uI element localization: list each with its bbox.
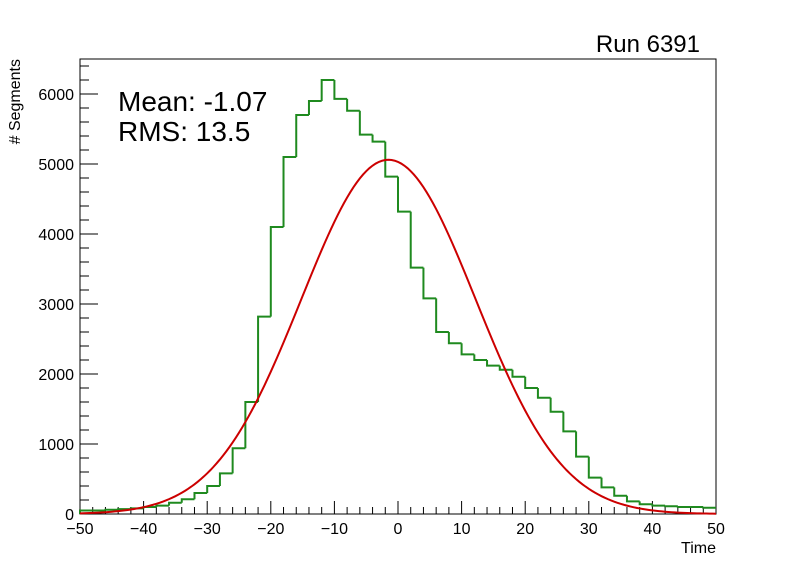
histogram-bin bbox=[168, 501, 182, 506]
histogram-bin bbox=[333, 80, 348, 100]
histogram-bin bbox=[435, 298, 449, 333]
histogram-bin bbox=[524, 376, 538, 389]
histogram-bin bbox=[346, 98, 360, 112]
histogram-bin bbox=[409, 211, 424, 269]
x-tick-label: −20 bbox=[257, 521, 284, 538]
rms-label: RMS: 13.5 bbox=[118, 116, 250, 147]
histogram-bin bbox=[600, 477, 615, 489]
x-tick-label: 10 bbox=[453, 521, 471, 538]
histogram-bin bbox=[231, 447, 246, 474]
y-tick-label: 4000 bbox=[38, 227, 74, 244]
y-tick-label: 2000 bbox=[38, 367, 74, 384]
histogram-bin bbox=[549, 397, 564, 413]
y-tick-label: 3000 bbox=[38, 297, 74, 314]
histogram-bin bbox=[486, 360, 500, 367]
histogram-bin bbox=[307, 100, 322, 115]
histogram-bin bbox=[676, 506, 691, 508]
y-axis: 0 1000 2000 3000 4000 5000 6000 bbox=[38, 65, 98, 524]
histogram-bin bbox=[460, 343, 475, 356]
histogram-bin bbox=[269, 226, 284, 317]
x-tick-label: −30 bbox=[194, 521, 221, 538]
mean-label: Mean: -1.07 bbox=[118, 86, 267, 117]
x-axis: −50 −40 −30 −20 −10 0 10 20 30 40 50 bbox=[66, 501, 725, 538]
histogram-bin bbox=[498, 365, 513, 371]
fit-layer bbox=[79, 158, 717, 515]
y-axis-title: # Segments bbox=[7, 59, 24, 144]
x-axis-title: Time bbox=[681, 540, 716, 557]
gaussian-fit-curve bbox=[79, 158, 717, 515]
histogram-bin bbox=[193, 492, 208, 500]
histogram-bin bbox=[447, 332, 462, 345]
histogram-bin bbox=[397, 176, 411, 213]
histogram-bin bbox=[511, 369, 526, 378]
histogram-bin bbox=[702, 506, 716, 509]
histogram-bin bbox=[613, 487, 627, 497]
histogram-bin bbox=[206, 485, 220, 493]
histogram-bin bbox=[384, 141, 398, 178]
histogram-bin bbox=[282, 156, 297, 227]
histogram-bin bbox=[536, 388, 551, 399]
histogram-layer bbox=[79, 79, 716, 514]
histogram-bin bbox=[180, 498, 195, 503]
x-tick-label: 40 bbox=[644, 521, 662, 538]
y-tick-label: 6000 bbox=[38, 87, 74, 104]
histogram-bin bbox=[104, 508, 119, 511]
histogram-bin bbox=[422, 267, 437, 300]
histogram-bin bbox=[638, 501, 653, 506]
histogram-bin bbox=[473, 354, 488, 361]
x-tick-label: −40 bbox=[130, 521, 157, 538]
histogram-bin bbox=[562, 411, 577, 433]
histogram-bin bbox=[664, 505, 678, 508]
x-tick-label: −10 bbox=[321, 521, 348, 538]
y-tick-label: 5000 bbox=[38, 157, 74, 174]
y-tick-label: 1000 bbox=[38, 437, 74, 454]
histogram-bin bbox=[575, 431, 589, 458]
x-tick-label: 30 bbox=[580, 521, 598, 538]
histogram-bin bbox=[257, 315, 271, 402]
y-tick-label: 0 bbox=[65, 507, 74, 524]
x-tick-label: 0 bbox=[394, 521, 403, 538]
chart-title: Run 6391 bbox=[596, 31, 700, 58]
histogram-bin bbox=[244, 401, 259, 449]
histogram-bin bbox=[117, 508, 131, 511]
histogram-bin bbox=[320, 79, 335, 101]
x-tick-label: −50 bbox=[66, 521, 93, 538]
histogram-bin bbox=[218, 472, 233, 486]
histogram-bin bbox=[651, 504, 666, 507]
x-tick-label: 20 bbox=[516, 521, 534, 538]
histogram-bin bbox=[371, 134, 386, 143]
histogram-bin bbox=[625, 495, 640, 503]
histogram-bin bbox=[155, 504, 170, 507]
histogram-bin bbox=[587, 456, 602, 479]
histogram-bin bbox=[358, 110, 373, 136]
histogram-bin bbox=[295, 114, 309, 157]
x-tick-label: 50 bbox=[707, 521, 725, 538]
